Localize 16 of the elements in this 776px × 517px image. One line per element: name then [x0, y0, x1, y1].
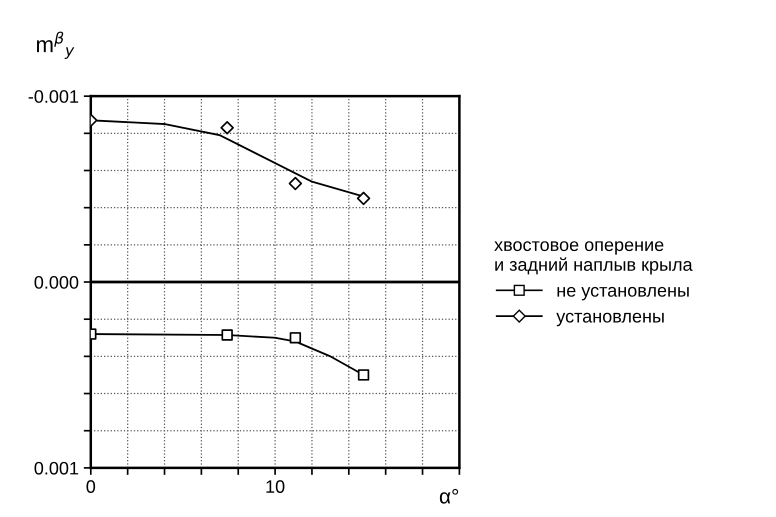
point: [356, 192, 370, 206]
legend-title: хвостовое оперение и задний наплыв крыла: [494, 241, 693, 274]
point: [288, 176, 302, 190]
x-tick-label: 0: [86, 480, 96, 493]
point: [221, 329, 233, 341]
legend-label: установлены: [556, 312, 664, 326]
y-tick-label: 0.000: [34, 276, 78, 289]
x-axis-title: α°: [440, 488, 458, 504]
point: [220, 121, 234, 134]
y-tick-label: 0.001: [34, 462, 78, 475]
legend-label: не установлены: [558, 286, 689, 300]
x-tick-label: 10: [266, 480, 284, 493]
point: [290, 332, 302, 344]
y-tick-label: -0.001: [28, 90, 78, 103]
point: [358, 369, 370, 381]
y-axis-title: m$^{β}$$_{y}$: [36, 32, 74, 59]
